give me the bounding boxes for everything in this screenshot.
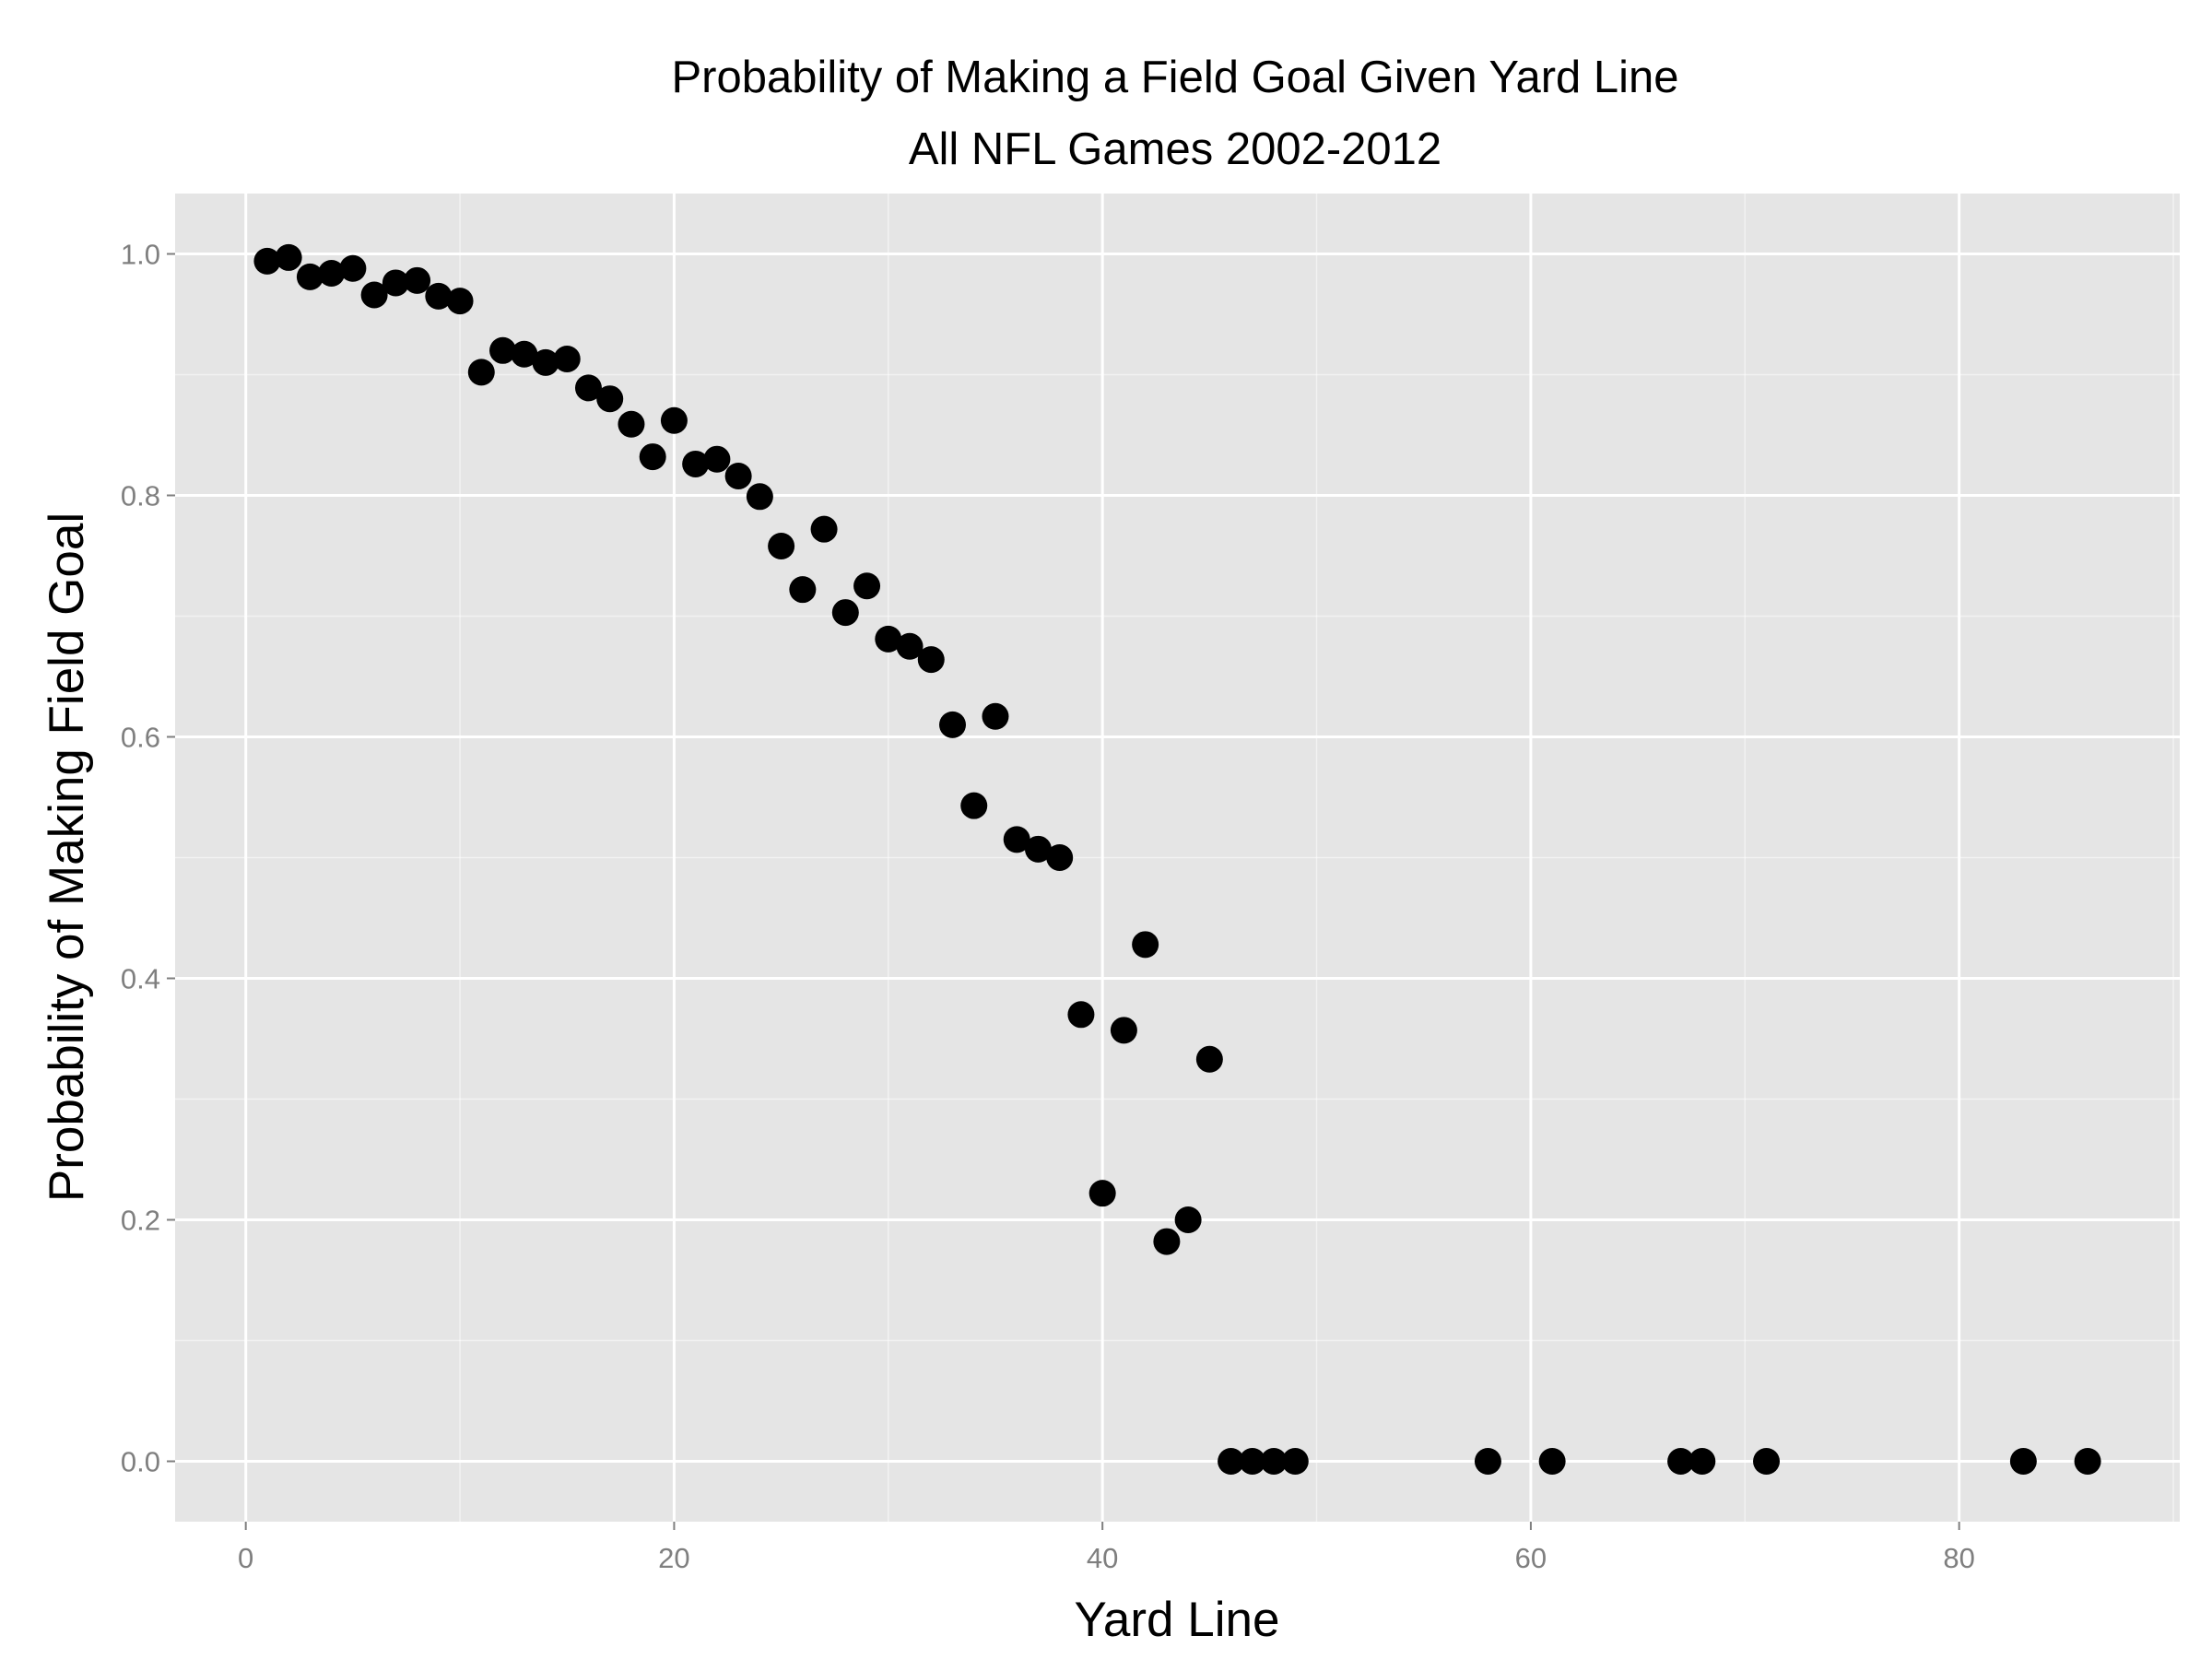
data-point <box>1281 1448 1309 1475</box>
data-point <box>982 702 1009 730</box>
y-tick-label: 0.6 <box>121 722 160 754</box>
data-point <box>467 359 495 386</box>
x-tick-label: 40 <box>1087 1542 1118 1574</box>
data-point <box>360 281 388 309</box>
data-point <box>553 345 581 372</box>
y-tick-label: 0.2 <box>121 1205 160 1237</box>
x-tick-label: 60 <box>1515 1542 1547 1574</box>
data-point <box>810 515 838 543</box>
data-point <box>253 247 281 275</box>
data-point <box>917 646 945 674</box>
data-point <box>1024 835 1052 863</box>
data-point <box>425 282 453 310</box>
data-point <box>1538 1448 1566 1475</box>
data-point <box>896 632 924 660</box>
data-point <box>1753 1448 1781 1475</box>
data-point <box>1474 1448 1501 1475</box>
data-point <box>1667 1448 1695 1475</box>
data-point <box>1003 826 1030 853</box>
data-point <box>768 533 795 560</box>
x-axis: 0 20 40 60 80 <box>238 1522 1975 1574</box>
data-point <box>596 385 624 413</box>
y-tick-label: 1.0 <box>121 239 160 271</box>
y-axis: 0.0 0.2 0.4 0.6 0.8 1.0 <box>121 239 175 1478</box>
major-grid <box>175 194 2180 1522</box>
data-point <box>532 348 559 376</box>
data-point <box>1088 1180 1116 1207</box>
data-point <box>789 576 817 604</box>
x-axis-title: Yard Line <box>1075 1593 1280 1647</box>
y-tick-label: 0.0 <box>121 1446 160 1478</box>
data-point <box>489 336 517 364</box>
data-point <box>1153 1228 1181 1255</box>
data-point <box>339 254 367 282</box>
data-point <box>275 243 302 271</box>
data-point <box>960 792 988 819</box>
chart-title: Probability of Making a Field Goal Given… <box>671 53 1678 102</box>
data-point <box>875 625 902 653</box>
data-point <box>1688 1448 1716 1475</box>
data-point <box>1067 1001 1095 1029</box>
y-axis-title: Probability of Making Field Goal <box>40 512 94 1202</box>
data-point <box>511 340 538 368</box>
data-point <box>446 288 474 315</box>
x-tick-label: 0 <box>238 1542 253 1574</box>
data-point <box>1218 1448 1245 1475</box>
chart-subtitle: All NFL Games 2002-2012 <box>909 124 1441 174</box>
minor-grid <box>175 194 2180 1522</box>
data-point <box>660 406 688 434</box>
data-point <box>639 443 666 471</box>
y-tick-label: 0.4 <box>121 963 160 995</box>
data-point <box>939 711 967 738</box>
data-point <box>1046 844 1074 871</box>
data-points <box>253 243 2101 1475</box>
data-point <box>296 263 324 290</box>
data-point <box>1110 1017 1137 1044</box>
data-point <box>1239 1448 1266 1475</box>
data-point <box>2009 1448 2037 1475</box>
data-point <box>831 599 859 627</box>
data-point <box>1174 1206 1202 1233</box>
data-point <box>618 410 645 438</box>
data-point <box>404 266 431 294</box>
y-tick-label: 0.8 <box>121 480 160 512</box>
data-point <box>724 463 752 490</box>
data-point <box>682 450 710 477</box>
x-tick-label: 20 <box>658 1542 689 1574</box>
data-point <box>703 445 731 473</box>
data-point <box>1260 1448 1288 1475</box>
x-tick-label: 80 <box>1943 1542 1974 1574</box>
data-point <box>382 269 409 297</box>
data-point <box>746 483 773 511</box>
data-point <box>1132 931 1159 959</box>
data-point <box>318 259 346 287</box>
data-point <box>574 374 602 402</box>
data-point <box>1195 1045 1223 1073</box>
data-point <box>2074 1448 2101 1475</box>
data-point <box>853 572 881 600</box>
